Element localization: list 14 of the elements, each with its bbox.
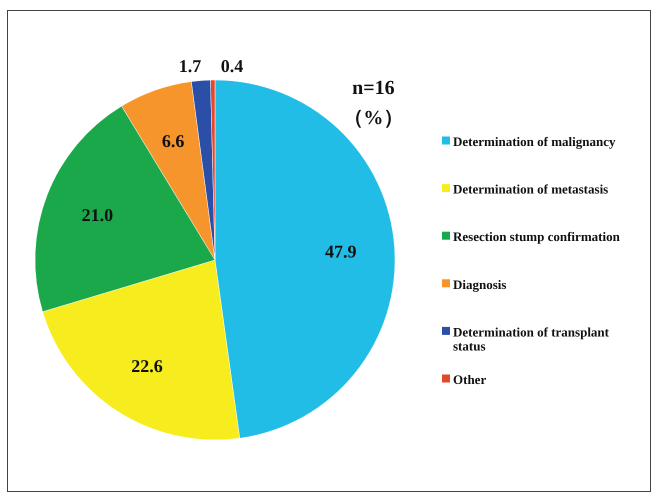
legend-label: Determination of metastasis bbox=[453, 181, 608, 196]
legend-label: Resection stump confirmation bbox=[453, 228, 621, 244]
data-label: 0.4 bbox=[220, 56, 244, 76]
data-label: 1.7 bbox=[178, 56, 202, 76]
data-label: 21.0 bbox=[82, 204, 114, 225]
text: （%） bbox=[343, 107, 404, 129]
legend-label: Determination of malignancy bbox=[453, 134, 616, 148]
data-label: 47.9 bbox=[324, 241, 356, 262]
legend-label: Diagnosis bbox=[453, 276, 506, 292]
legend-label: Determination of transplant status bbox=[453, 324, 610, 354]
data-label: 22.6 bbox=[131, 356, 163, 376]
data-label: 6.6 bbox=[162, 131, 184, 152]
legend-label: Other bbox=[453, 372, 486, 386]
text: n=16 bbox=[352, 77, 395, 99]
